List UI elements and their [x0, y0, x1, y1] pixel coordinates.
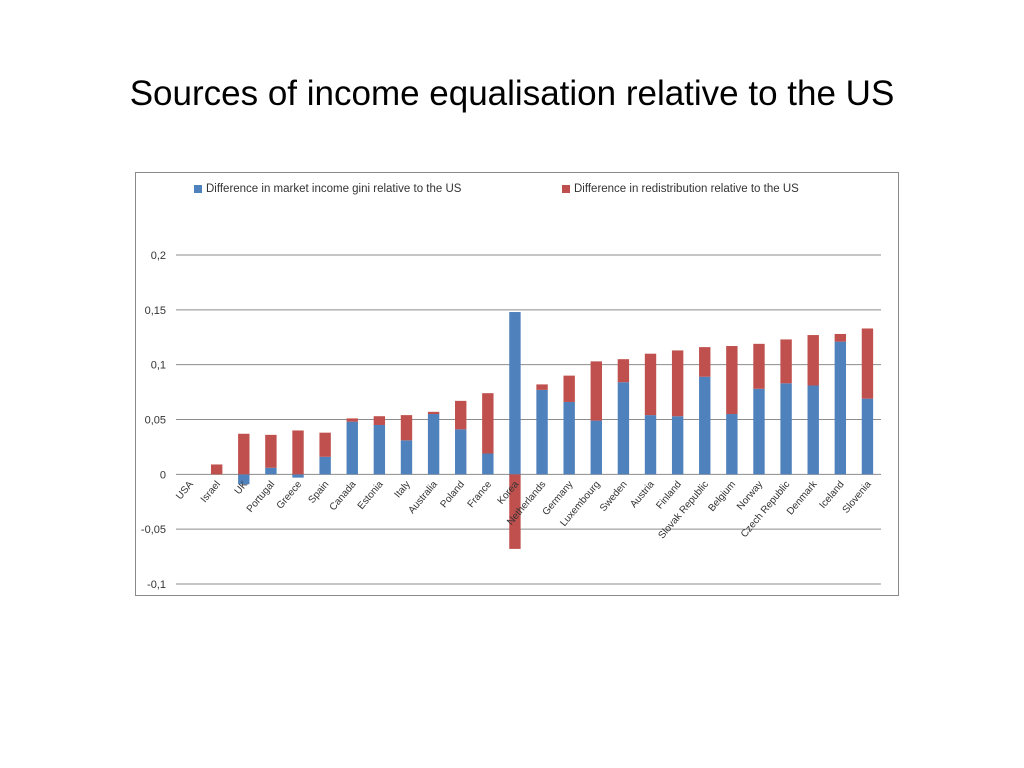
- x-tick-label: France: [466, 479, 495, 510]
- bar-market: [455, 429, 467, 475]
- bar-redistribution: [373, 416, 386, 425]
- x-tick-label: Austria: [628, 479, 657, 510]
- y-tick-label: 0,2: [151, 250, 166, 262]
- bar-market: [726, 414, 738, 475]
- y-tick-label: -0,1: [147, 579, 166, 591]
- bar-market: [319, 456, 331, 475]
- x-tick-label: Sweden: [598, 479, 630, 514]
- bar-market: [482, 453, 494, 475]
- bar-market: [427, 414, 440, 475]
- legend-label-market: Difference in market income gini relativ…: [206, 183, 462, 195]
- bar-redistribution: [726, 346, 738, 415]
- y-tick-label: -0,05: [141, 524, 166, 536]
- bar-redistribution: [536, 384, 548, 390]
- bar-redistribution: [834, 333, 847, 342]
- y-tick-label: 0,15: [145, 305, 166, 317]
- x-tick-label: Estonia: [356, 479, 386, 512]
- bar-market: [400, 440, 413, 475]
- x-tick-label: Denmark: [785, 478, 820, 517]
- bar-redistribution: [807, 335, 819, 386]
- y-tick-label: 0,1: [151, 360, 166, 372]
- y-tick-label: 0: [160, 469, 166, 481]
- bar-market: [509, 312, 521, 475]
- x-tick-label: Italy: [393, 479, 413, 500]
- bar-redistribution: [319, 432, 331, 457]
- slide-title: Sources of income equalisation relative …: [129, 74, 895, 113]
- bar-redistribution: [563, 375, 575, 402]
- bar-redistribution: [671, 350, 684, 417]
- bar-redistribution: [780, 339, 792, 384]
- x-tick-label: Portugal: [245, 479, 277, 515]
- bar-redistribution: [509, 474, 521, 549]
- bar-market: [699, 376, 711, 475]
- bar-market: [861, 398, 874, 475]
- bar-market: [834, 341, 847, 475]
- x-tick-label: Greece: [275, 479, 305, 512]
- legend-item-market: Difference in market income gini relativ…: [194, 183, 461, 195]
- bar-redistribution: [427, 411, 440, 415]
- bar-redistribution: [455, 400, 467, 430]
- y-tick-label: 0,05: [145, 415, 166, 427]
- bar-market: [536, 389, 548, 475]
- x-tick-label: Slovenia: [841, 479, 874, 516]
- bar-market: [617, 382, 630, 475]
- bar-redistribution: [644, 353, 657, 416]
- bar-redistribution: [346, 418, 358, 422]
- legend-swatch-market: [194, 185, 202, 193]
- bar-market: [590, 420, 602, 475]
- bar-redistribution: [617, 359, 630, 383]
- legend-label-redistribution: Difference in redistribution relative to…: [574, 183, 799, 195]
- x-tick-label: Israel: [199, 479, 223, 505]
- bar-redistribution: [590, 361, 602, 421]
- bar-market: [292, 474, 304, 478]
- bar-redistribution: [482, 393, 494, 454]
- bar-market: [807, 385, 819, 475]
- bar-redistribution: [861, 328, 874, 399]
- bar-market: [238, 474, 250, 485]
- bar-redistribution: [292, 430, 304, 475]
- x-tick-label: Australia: [406, 479, 440, 516]
- x-tick-label: Poland: [439, 479, 467, 510]
- chart-frame: Difference in market income gini relativ…: [135, 172, 899, 596]
- bar-market: [563, 401, 575, 475]
- bar-redistribution: [238, 433, 250, 475]
- bar-market: [753, 388, 765, 475]
- x-tick-label: Belgium: [707, 479, 739, 514]
- bar-market: [346, 421, 358, 475]
- bar-redistribution: [753, 343, 765, 389]
- x-tick-label: Canada: [328, 479, 359, 513]
- x-tick-label: Spain: [307, 479, 332, 506]
- bar-redistribution: [210, 464, 223, 475]
- legend-swatch-redistribution: [562, 185, 570, 193]
- bar-market: [780, 383, 792, 475]
- x-tick-label: USA: [174, 479, 196, 502]
- bar-redistribution: [265, 434, 277, 468]
- chart-legend: Difference in market income gini relativ…: [136, 183, 898, 199]
- bar-redistribution: [400, 415, 413, 441]
- bar-market: [644, 415, 657, 475]
- bar-market: [265, 467, 277, 475]
- bar-market: [671, 416, 684, 475]
- bar-market: [373, 424, 386, 475]
- legend-item-redistribution: Difference in redistribution relative to…: [562, 183, 799, 195]
- bar-redistribution: [699, 347, 711, 377]
- x-tick-label: Slovak Republic: [657, 479, 712, 541]
